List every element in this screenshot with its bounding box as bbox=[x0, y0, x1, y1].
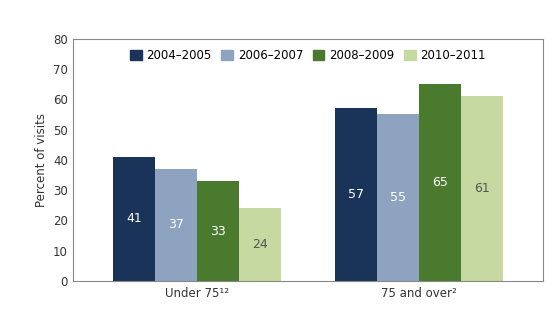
Y-axis label: Percent of visits: Percent of visits bbox=[35, 113, 48, 207]
Text: 33: 33 bbox=[210, 224, 226, 237]
Bar bbox=[155, 169, 197, 281]
Bar bbox=[197, 181, 239, 281]
Bar bbox=[113, 157, 155, 281]
Bar bbox=[377, 114, 419, 281]
Text: 57: 57 bbox=[348, 188, 363, 201]
Text: 24: 24 bbox=[253, 238, 268, 251]
Text: 37: 37 bbox=[168, 218, 184, 232]
Text: 41: 41 bbox=[126, 213, 142, 225]
Bar bbox=[239, 208, 281, 281]
Text: 65: 65 bbox=[432, 176, 448, 189]
Text: 55: 55 bbox=[390, 191, 406, 204]
Text: 61: 61 bbox=[474, 182, 490, 195]
Bar bbox=[461, 96, 503, 281]
Bar bbox=[335, 109, 377, 281]
Bar bbox=[419, 84, 461, 281]
Legend: 2004–2005, 2006–2007, 2008–2009, 2010–2011: 2004–2005, 2006–2007, 2008–2009, 2010–20… bbox=[125, 45, 491, 67]
